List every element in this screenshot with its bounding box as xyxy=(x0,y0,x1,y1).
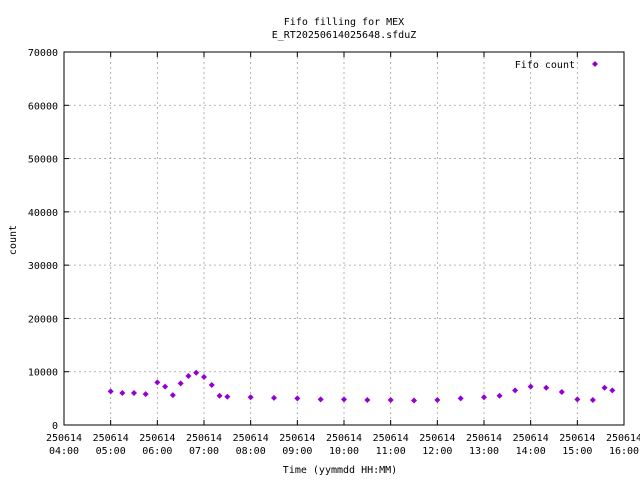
data-point xyxy=(185,372,192,379)
data-point xyxy=(574,396,581,403)
y-tick-label: 70000 xyxy=(28,48,58,59)
legend-label: Fifo count xyxy=(515,60,575,71)
x-tick-label-date: 250614 xyxy=(186,433,222,444)
data-point xyxy=(271,394,277,401)
data-point xyxy=(142,391,149,398)
data-point xyxy=(364,396,371,403)
data-point xyxy=(294,395,301,402)
x-tick-label-date: 250614 xyxy=(559,433,595,444)
grid xyxy=(64,52,624,425)
data-point xyxy=(107,388,114,395)
x-axis-ticks: 25061404:0025061405:0025061406:002506140… xyxy=(46,52,640,457)
y-tick-label: 20000 xyxy=(28,314,58,325)
x-tick-label-date: 250614 xyxy=(139,433,175,444)
x-tick-label-date: 250614 xyxy=(233,433,269,444)
data-point xyxy=(512,387,519,394)
data-point xyxy=(201,374,207,381)
data-point xyxy=(162,383,169,390)
data-point xyxy=(216,392,223,399)
data-point xyxy=(341,396,347,403)
x-tick-label-time: 13:00 xyxy=(469,446,499,457)
data-point xyxy=(247,394,254,401)
x-tick-label-time: 10:00 xyxy=(329,446,359,457)
y-tick-label: 50000 xyxy=(28,155,58,166)
plot-border xyxy=(63,51,625,426)
data-point xyxy=(224,393,231,400)
data-point xyxy=(177,380,184,387)
x-tick-label-date: 250614 xyxy=(606,433,640,444)
x-tick-label-date: 250614 xyxy=(373,433,409,444)
x-axis-label: Time (yymmdd HH:MM) xyxy=(283,465,397,476)
x-tick-label-time: 04:00 xyxy=(49,446,79,457)
x-tick-label-date: 250614 xyxy=(279,433,315,444)
data-point xyxy=(154,379,161,386)
x-tick-label-date: 250614 xyxy=(419,433,455,444)
x-tick-label-time: 07:00 xyxy=(189,446,219,457)
chart-title-line2: E_RT20250614025648.sfduZ xyxy=(272,30,417,41)
y-tick-label: 40000 xyxy=(28,208,58,219)
x-tick-label-date: 250614 xyxy=(513,433,549,444)
data-point xyxy=(527,383,534,390)
data-point xyxy=(169,392,176,399)
x-tick-label-time: 16:00 xyxy=(609,446,639,457)
data-point xyxy=(434,396,441,403)
x-tick-label-date: 250614 xyxy=(93,433,129,444)
data-point xyxy=(481,394,487,401)
x-tick-label-time: 14:00 xyxy=(516,446,546,457)
data-point xyxy=(208,382,215,389)
y-tick-label: 10000 xyxy=(28,368,58,379)
x-tick-label-time: 09:00 xyxy=(282,446,312,457)
data-point xyxy=(589,396,596,403)
data-point xyxy=(317,396,324,403)
x-tick-label-time: 05:00 xyxy=(96,446,126,457)
x-tick-label-time: 08:00 xyxy=(236,446,266,457)
x-tick-label-time: 06:00 xyxy=(142,446,172,457)
data-point xyxy=(558,388,565,395)
data-point xyxy=(457,395,464,402)
x-tick-label-time: 11:00 xyxy=(376,446,406,457)
x-tick-label-time: 12:00 xyxy=(422,446,452,457)
data-point xyxy=(131,390,137,397)
x-tick-label-time: 15:00 xyxy=(562,446,592,457)
x-tick-label-date: 250614 xyxy=(46,433,82,444)
y-tick-label: 0 xyxy=(52,421,58,432)
y-tick-label: 30000 xyxy=(28,261,58,272)
y-axis-label: count xyxy=(8,225,19,255)
x-tick-label-date: 250614 xyxy=(466,433,502,444)
legend: Fifo count xyxy=(515,60,598,71)
data-point xyxy=(543,384,550,391)
data-point xyxy=(609,387,616,394)
data-point xyxy=(119,390,126,397)
x-tick-label-date: 250614 xyxy=(326,433,362,444)
data-point xyxy=(496,392,503,399)
data-point xyxy=(193,369,200,376)
chart-title-line1: Fifo filling for MEX xyxy=(284,17,404,28)
data-points xyxy=(107,369,616,404)
y-tick-label: 60000 xyxy=(28,101,58,112)
data-point xyxy=(387,396,394,403)
data-point xyxy=(411,397,417,404)
data-point xyxy=(601,384,608,391)
legend-marker-icon xyxy=(592,61,598,67)
